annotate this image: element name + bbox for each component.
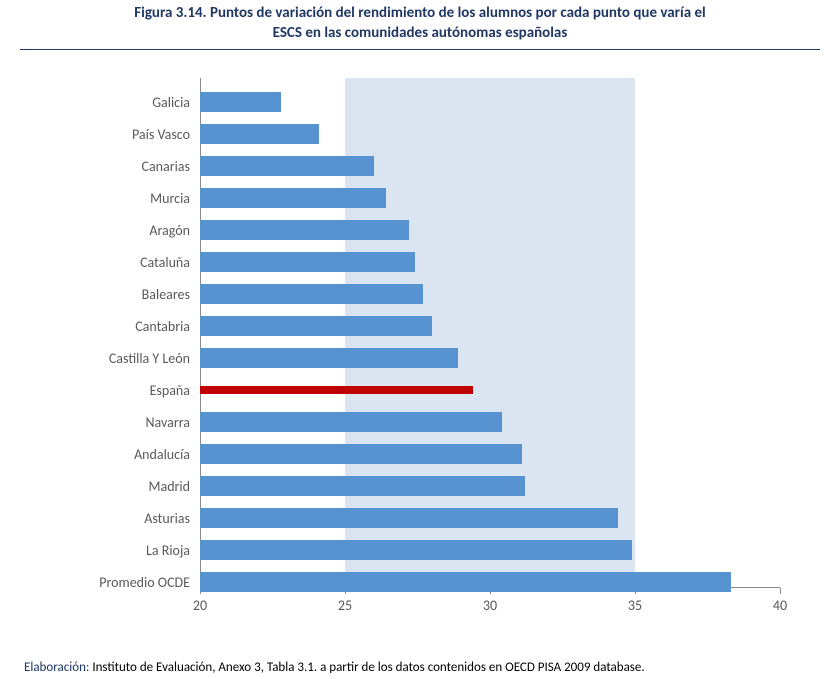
bar xyxy=(200,284,423,304)
x-tick-label: 20 xyxy=(193,597,207,614)
category-label: Baleares xyxy=(40,286,190,303)
bar xyxy=(200,348,458,368)
category-label: Andalucía xyxy=(40,446,190,463)
bar xyxy=(200,124,319,144)
bar xyxy=(200,252,415,272)
x-tick-label: 40 xyxy=(773,597,787,614)
bar xyxy=(200,316,432,336)
bar xyxy=(200,508,618,528)
bar xyxy=(200,188,386,208)
category-label: Murcia xyxy=(40,190,190,207)
figure-title: Figura 3.14. Puntos de variación del ren… xyxy=(20,4,820,50)
category-label: Cataluña xyxy=(40,254,190,271)
category-label: Canarias xyxy=(40,158,190,175)
x-tick-label: 30 xyxy=(483,597,497,614)
category-label: La Rioja xyxy=(40,542,190,559)
category-label: Navarra xyxy=(40,414,190,431)
category-label: País Vasco xyxy=(40,126,190,143)
bar xyxy=(200,156,374,176)
bar xyxy=(200,540,632,560)
bar xyxy=(200,412,502,432)
x-tick-label: 35 xyxy=(628,597,642,614)
plot-area: 2025303540 xyxy=(200,78,780,588)
category-label: Galicia xyxy=(40,94,190,111)
category-label: Madrid xyxy=(40,478,190,495)
category-label: Asturias xyxy=(40,510,190,527)
category-label: Cantabria xyxy=(40,318,190,335)
category-label: España xyxy=(40,382,190,399)
figure-title-line1: Figura 3.14. Puntos de variación del ren… xyxy=(30,4,810,24)
footnote-lead: Elaboración: xyxy=(24,660,89,675)
x-tick xyxy=(780,588,781,594)
bar xyxy=(200,572,731,592)
x-tick-label: 25 xyxy=(338,597,352,614)
category-label: Castilla Y León xyxy=(40,350,190,367)
category-label: Aragón xyxy=(40,222,190,239)
bar xyxy=(200,444,522,464)
figure-title-line2: ESCS en las comunidades autónomas españo… xyxy=(30,24,810,44)
bar xyxy=(200,92,281,112)
chart-container: 2025303540 GaliciaPaís VascoCanariasMurc… xyxy=(40,78,800,618)
footnote: Elaboración: Instituto de Evaluación, An… xyxy=(24,660,645,675)
bar xyxy=(200,220,409,240)
category-label: Promedio OCDE xyxy=(40,574,190,591)
bar xyxy=(200,476,525,496)
footnote-text: Instituto de Evaluación, Anexo 3, Tabla … xyxy=(89,660,644,675)
bar-highlight xyxy=(200,386,473,394)
